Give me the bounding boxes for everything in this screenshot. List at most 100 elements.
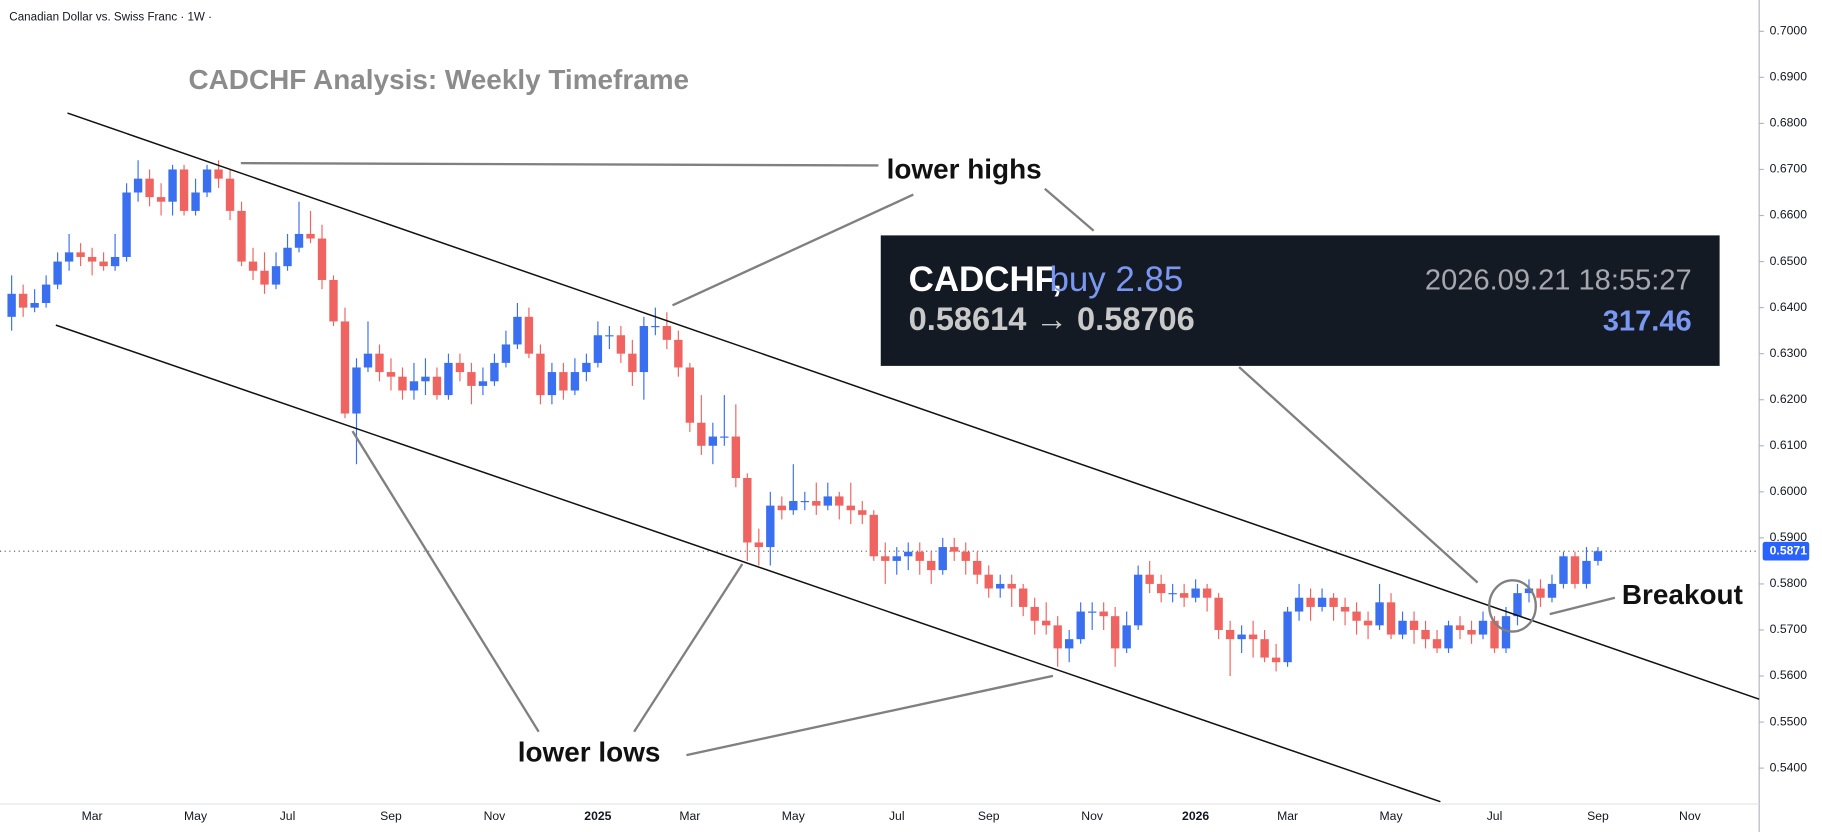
candle-body — [731, 436, 741, 478]
y-tick-label: 0.5600 — [1770, 668, 1808, 682]
x-tick-label: Mar — [679, 809, 700, 823]
candle-body — [1076, 611, 1085, 640]
candle-body — [53, 261, 62, 285]
candle-body — [1260, 639, 1269, 658]
last-price-label: 0.5871 — [1770, 543, 1808, 557]
y-tick-label: 0.6800 — [1770, 116, 1808, 130]
candle-body — [1294, 597, 1304, 612]
candle-body — [179, 169, 189, 211]
x-tick-label: 2026 — [1182, 809, 1209, 823]
candle-body — [455, 362, 465, 373]
candle-body — [1386, 602, 1396, 635]
candle-body — [720, 436, 729, 438]
trade-prices: 0.58614 → 0.58706 — [909, 300, 1195, 337]
candle-body — [329, 279, 338, 322]
candle-body — [283, 247, 292, 267]
candle-body — [1156, 583, 1166, 594]
candle-body — [1570, 556, 1580, 584]
x-tick-label: Jul — [280, 809, 296, 823]
candle-body — [639, 326, 649, 373]
candle-body — [1593, 551, 1603, 561]
candle-body — [812, 501, 821, 506]
candle-body — [1007, 583, 1016, 589]
candle-body — [743, 477, 752, 543]
candle-body — [846, 505, 855, 511]
candle-body — [30, 303, 39, 308]
y-tick-label: 0.6200 — [1770, 392, 1808, 406]
candle-body — [1122, 625, 1131, 649]
candle-body — [110, 256, 120, 267]
candle-body — [467, 372, 476, 386]
candle-body — [904, 551, 913, 557]
candle-body — [616, 335, 626, 354]
pointer-line — [1238, 366, 1479, 584]
pointer-line — [686, 674, 1054, 757]
candle-body — [386, 372, 396, 377]
candle-body — [938, 547, 947, 571]
candle-body — [490, 362, 499, 382]
candle-body — [294, 233, 304, 248]
candle-body — [1225, 629, 1235, 640]
candle-body — [1582, 560, 1591, 584]
candle-body — [996, 583, 1005, 589]
candle-body — [99, 261, 108, 267]
candle-body — [1478, 620, 1488, 635]
candle-body — [1110, 616, 1120, 649]
candle-body — [950, 547, 959, 552]
channel — [55, 112, 1760, 803]
candle-body — [409, 381, 419, 391]
candle-body — [7, 293, 16, 317]
candle-body — [41, 284, 51, 304]
y-tick-label: 0.6500 — [1770, 254, 1808, 268]
candle-body — [1329, 597, 1338, 607]
candle-body — [1248, 634, 1258, 640]
x-tick-label: May — [782, 809, 806, 823]
candle-body — [1191, 588, 1200, 598]
candle-body — [398, 376, 407, 391]
y-tick-label: 0.6700 — [1770, 162, 1808, 176]
candle-body — [1202, 588, 1212, 598]
y-tick-label: 0.5900 — [1770, 530, 1808, 544]
candle-body — [1087, 611, 1097, 613]
candle-body — [1547, 583, 1557, 598]
candle-body — [559, 372, 568, 391]
candle-body — [708, 436, 718, 446]
candle-body — [306, 233, 315, 239]
candle-body — [651, 326, 660, 328]
pointer-line — [1549, 596, 1616, 616]
candle-body — [1352, 611, 1361, 621]
candle-body — [777, 505, 786, 511]
candle-body — [800, 501, 809, 503]
breakout-circle — [1488, 579, 1537, 633]
trade-symbol: CADCHF, — [909, 260, 1062, 299]
candle-body — [823, 496, 832, 506]
candle-body — [156, 197, 166, 202]
candle-body — [961, 551, 970, 561]
annotation: lower lows — [518, 736, 661, 767]
trade-box: CADCHF, buy 2.85 2026.09.21 18:55:27 0.5… — [880, 235, 1720, 366]
candle-body — [513, 316, 522, 345]
candle-body — [260, 270, 269, 285]
x-tick-label: Nov — [1081, 809, 1104, 823]
candle-body — [168, 169, 177, 202]
candle-body — [1042, 620, 1051, 626]
y-tick-label: 0.6600 — [1770, 208, 1808, 222]
candle-body — [1053, 625, 1062, 649]
x-tick-label: Mar — [1277, 809, 1298, 823]
candle-body — [1317, 597, 1327, 607]
chart-header: Canadian Dollar vs. Swiss Franc · 1W · — [9, 11, 212, 24]
candle-body — [685, 367, 695, 423]
y-tick-label: 0.6400 — [1770, 300, 1808, 314]
candle-body — [1168, 593, 1177, 595]
x-tick-label: Nov — [484, 809, 507, 823]
candle-body — [1432, 639, 1442, 649]
candle-body — [892, 556, 901, 561]
y-tick-label: 0.6000 — [1770, 484, 1808, 498]
pointer-line — [1044, 187, 1095, 232]
candle-body — [858, 510, 867, 515]
candle-body — [317, 238, 327, 280]
candle-body — [1536, 588, 1545, 598]
y-tick-label: 0.5500 — [1770, 714, 1808, 728]
candle-body — [1444, 625, 1453, 649]
